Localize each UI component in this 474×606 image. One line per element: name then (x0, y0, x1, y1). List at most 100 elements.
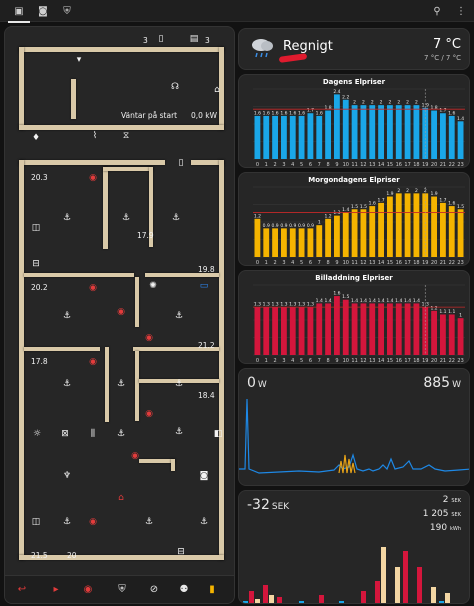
data-label: 1.6 (271, 110, 278, 116)
ceiling-light-icon[interactable]: ⚓ (62, 213, 72, 223)
door-icon[interactable]: ◧ (213, 429, 223, 439)
bar-4 (289, 307, 296, 355)
record-icon[interactable]: ◉ (131, 451, 139, 461)
trash-icon[interactable]: ▯ (158, 34, 164, 44)
radiator-icon[interactable]: ▤ (189, 34, 199, 44)
washer-icon[interactable]: ◙ (199, 471, 209, 481)
data-label: 1.3 (298, 302, 305, 308)
weather-card[interactable]: Regnigt 7 °C 7 °C / 7 °C (238, 28, 470, 70)
wall (145, 273, 219, 277)
more-menu-button[interactable]: ⋮ (454, 4, 468, 18)
tick-label: 13 (369, 260, 375, 266)
bank-icon[interactable]: ⌂ (214, 85, 220, 95)
data-label: 2 (362, 100, 365, 106)
ceiling-light-icon[interactable]: ⚓ (116, 429, 126, 439)
bar-chart: 1.3 0 1.3 1 1.3 2 1.3 3 1.3 4 1.3 5 1.3 6 1.4 7 1.4 8 1.6 9… (253, 284, 465, 364)
record-icon[interactable]: ◉ (89, 173, 97, 183)
data-label: 1.9 (422, 102, 429, 108)
cost-card[interactable]: -32 SEK 2 SEK 1 205 SEK 190 kWh (238, 490, 470, 604)
tick-label: 18 (413, 260, 419, 266)
pillar-icon[interactable]: ⫼ (90, 429, 96, 439)
record-icon[interactable]: ◉ (89, 517, 97, 527)
play-icon[interactable]: ▸ (53, 584, 59, 595)
tick-label: 1 (265, 162, 268, 168)
ceiling-light-icon[interactable]: ⚓ (171, 213, 181, 223)
ceiling-light-icon[interactable]: ⚓ (174, 311, 184, 321)
window-icon[interactable]: ◫ (31, 517, 41, 527)
price-chart-tomorrow[interactable]: Morgondagens Elpriser 1.2 0 0.9 1 0.9 2 0.9 3 0.… (238, 172, 470, 266)
record-icon[interactable]: ◉ (117, 307, 125, 317)
record-icon[interactable]: ◉ (89, 283, 97, 293)
bar-22 (448, 206, 455, 257)
ceiling-light-icon[interactable]: ⚓ (174, 427, 184, 437)
data-label: 1.6 (298, 110, 305, 116)
chart-title: Billaddning Elpriser (315, 274, 393, 282)
bar-21 (440, 314, 446, 355)
window-icon[interactable]: ◫ (31, 223, 41, 233)
ceiling-light-icon[interactable]: ⚓ (144, 517, 154, 527)
tick-label: 22 (449, 162, 455, 168)
ceiling-light-icon[interactable]: ⚓ (62, 379, 72, 389)
tick-label: 4 (291, 260, 294, 266)
bar-15 (387, 303, 393, 355)
tick-label: 15 (387, 358, 393, 364)
wall (133, 347, 219, 351)
phone-icon[interactable]: ▯ (178, 158, 184, 168)
tick-label: 18 (413, 358, 419, 364)
ceiling-light-icon[interactable]: ⚓ (121, 213, 131, 223)
access-point-icon[interactable]: ⌇ (92, 131, 98, 141)
tick-label: 6 (309, 260, 312, 266)
tv-icon[interactable]: ▭ (199, 281, 209, 291)
group-add-icon[interactable]: ⚉ (179, 584, 189, 595)
back-arrow-icon[interactable]: ↩ (17, 584, 27, 595)
data-label: 1.4 (369, 298, 376, 304)
wall (105, 347, 109, 422)
tick-label: 19 (422, 358, 428, 364)
shield-off-icon[interactable]: ⊘ (149, 584, 159, 595)
ceiling-light-icon[interactable]: ⚓ (62, 517, 72, 527)
light-bulb-icon[interactable]: ✺ (149, 281, 157, 291)
ceiling-light-icon[interactable]: ⚓ (116, 379, 126, 389)
dashboard-tab[interactable]: ▣ (8, 4, 30, 23)
record-icon[interactable]: ◉ (145, 409, 153, 419)
cast-off-icon[interactable]: ⊠ (61, 429, 69, 439)
ceiling-light-icon[interactable]: ⚓ (62, 311, 72, 321)
camera-tab[interactable]: ◙ (36, 4, 50, 18)
record-icon[interactable]: ◉ (83, 584, 93, 595)
brightness-icon[interactable]: ☼ (32, 429, 42, 439)
wall (139, 379, 219, 383)
data-label: 1 (459, 313, 462, 319)
switch-icon[interactable]: ⊟ (32, 259, 40, 269)
cost-bars (243, 547, 450, 603)
security-tab[interactable]: ⛨ (60, 4, 74, 18)
light-bulb-icon[interactable]: ▾ (76, 55, 82, 65)
bar-1 (263, 115, 270, 159)
home-icon[interactable]: ⌂ (118, 493, 124, 503)
shield-check-icon[interactable]: ⛨ (118, 584, 126, 595)
hourglass-icon[interactable]: ⧖ (122, 131, 130, 141)
tick-label: 9 (335, 358, 338, 364)
bar-20 (431, 110, 437, 159)
bar-11 (351, 303, 358, 355)
bar-23 (457, 121, 464, 159)
tick-label: 3 (282, 162, 285, 168)
cost-bar (299, 601, 304, 603)
price-chart-today[interactable]: Dagens Elpriser 1.6 0 1.6 1 1.6 2 1.6 3 1.6 4 1.6 5… (238, 74, 470, 168)
cost-bar (339, 601, 344, 603)
data-label: 1.4 (324, 298, 331, 304)
cost-bar (319, 595, 324, 603)
record-icon[interactable]: ◉ (89, 357, 97, 367)
ceiling-light-icon[interactable]: ⚓ (174, 379, 184, 389)
water-drop-icon[interactable]: ♦ (31, 133, 41, 143)
oven-icon[interactable]: ⊟ (177, 547, 185, 557)
wall (219, 160, 224, 560)
search-button[interactable]: ⚲ (430, 4, 444, 18)
ceiling-light-icon[interactable]: ⚓ (199, 517, 209, 527)
battery-icon[interactable]: ▮ (209, 584, 215, 595)
ceiling-light-icon[interactable]: ☊ (171, 82, 179, 92)
price-chart-charging[interactable]: Billaddning Elpriser 1.3 0 1.3 1 1.3 2 1.3 3 1.3… (238, 270, 470, 364)
chandelier-icon[interactable]: ♆ (62, 471, 72, 481)
data-label: 2.2 (342, 94, 349, 100)
record-icon[interactable]: ◉ (145, 333, 153, 343)
